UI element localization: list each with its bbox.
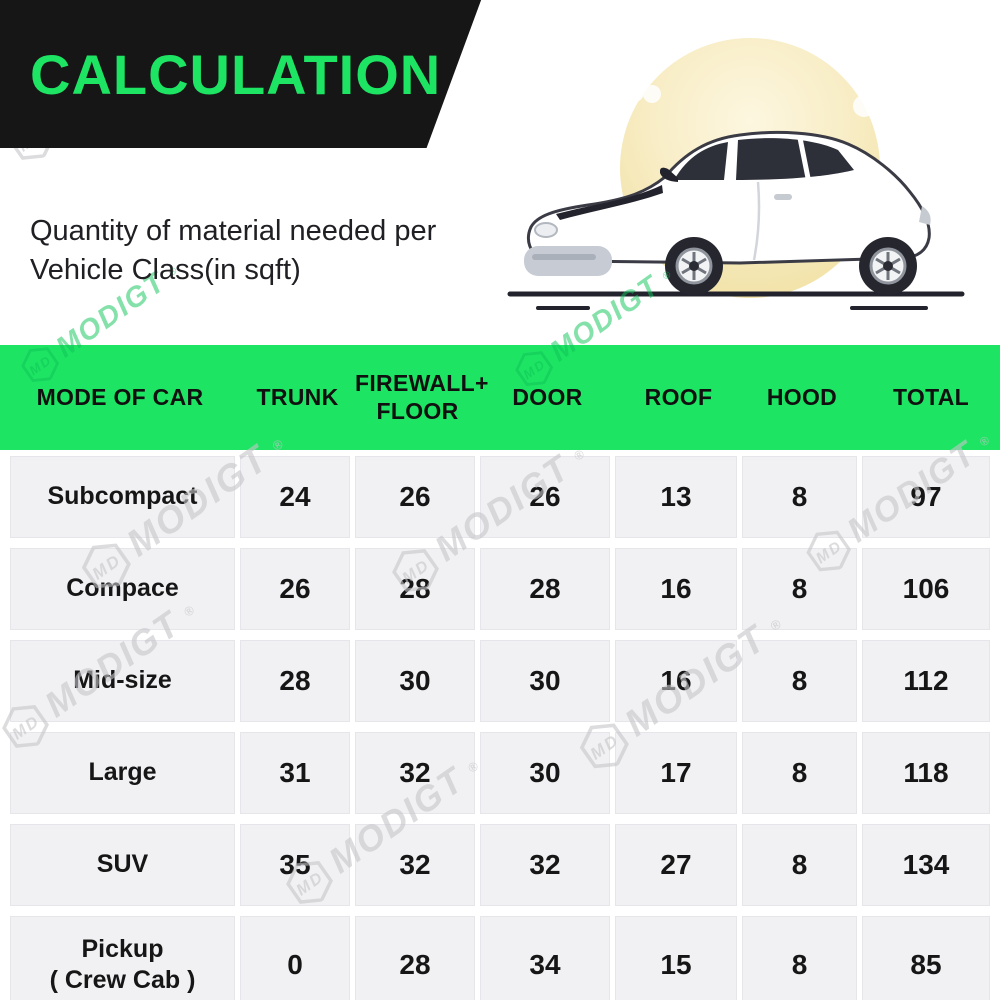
material-table: MODE OF CAR TRUNK FIREWALL+ FLOOR DOOR ROOF H… (0, 345, 1000, 1000)
table-row: Pickup ( Crew Cab ) 0 28 34 15 8 85 (10, 916, 990, 1000)
table-row: SUV 35 32 32 27 8 134 (10, 824, 990, 906)
value-cell: 0 (240, 916, 350, 1000)
page-title: CALCULATION (30, 42, 442, 106)
column-header: TOTAL (892, 383, 970, 410)
value-cell: 8 (742, 824, 857, 906)
value-cell: 28 (480, 548, 610, 630)
calculation-banner: CALCULATION (0, 0, 482, 148)
value-cell: 32 (355, 824, 475, 906)
value-cell: 97 (862, 456, 990, 538)
value-cell: 8 (742, 732, 857, 814)
value-cell: 16 (615, 640, 737, 722)
value-cell: 24 (240, 456, 350, 538)
mode-cell: Pickup ( Crew Cab ) (10, 916, 235, 1000)
cloud-icon (619, 77, 875, 117)
value-cell: 26 (480, 456, 610, 538)
table-row: Large 31 32 30 17 8 118 (10, 732, 990, 814)
table-row: Compace 26 28 28 16 8 106 (10, 548, 990, 630)
column-header: HOOD (766, 383, 838, 410)
mode-cell: Compace (10, 548, 235, 630)
value-cell: 26 (240, 548, 350, 630)
intro-line-2: Vehicle Class(in sqft) (30, 254, 301, 287)
value-cell: 30 (355, 640, 475, 722)
car-body (524, 130, 931, 276)
column-header: FIREWALL+ FLOOR (355, 369, 489, 424)
value-cell: 17 (615, 732, 737, 814)
value-cell: 34 (480, 916, 610, 1000)
rear-wheel-icon (859, 237, 917, 295)
value-cell: 134 (862, 824, 990, 906)
value-cell: 28 (240, 640, 350, 722)
column-header: MODE OF CAR (36, 383, 204, 410)
value-cell: 27 (615, 824, 737, 906)
mode-cell: Subcompact (10, 456, 235, 538)
mode-cell: SUV (10, 824, 235, 906)
value-cell: 8 (742, 640, 857, 722)
value-cell: 8 (742, 548, 857, 630)
value-cell: 118 (862, 732, 990, 814)
value-cell: 35 (240, 824, 350, 906)
table-body: Subcompact 24 26 26 13 8 97 Compace 26 28 28 16 8 106… (0, 450, 1000, 1000)
mode-cell: Mid-size (10, 640, 235, 722)
value-cell: 26 (355, 456, 475, 538)
value-cell: 106 (862, 548, 990, 630)
column-header: DOOR (512, 383, 583, 410)
mode-cell: Large (10, 732, 235, 814)
value-cell: 32 (480, 824, 610, 906)
value-cell: 28 (355, 548, 475, 630)
intro-text: Quantity of material needed per Vehicle C… (30, 212, 510, 290)
car-illustration (502, 30, 982, 330)
value-cell: 30 (480, 732, 610, 814)
value-cell: 13 (615, 456, 737, 538)
table-row: Subcompact 24 26 26 13 8 97 (10, 456, 990, 538)
value-cell: 112 (862, 640, 990, 722)
front-wheel-icon (665, 237, 723, 295)
table-row: Mid-size 28 30 30 16 8 112 (10, 640, 990, 722)
column-header: TRUNK (256, 383, 339, 410)
value-cell: 85 (862, 916, 990, 1000)
value-cell: 8 (742, 916, 857, 1000)
value-cell: 15 (615, 916, 737, 1000)
table-header-row: MODE OF CAR TRUNK FIREWALL+ FLOOR DOOR ROOF H… (0, 345, 1000, 450)
intro-line-1: Quantity of material needed per (30, 215, 437, 247)
car-icon (507, 38, 965, 310)
value-cell: 16 (615, 548, 737, 630)
value-cell: 30 (480, 640, 610, 722)
column-header: ROOF (644, 383, 713, 410)
value-cell: 28 (355, 916, 475, 1000)
value-cell: 8 (742, 456, 857, 538)
value-cell: 32 (355, 732, 475, 814)
value-cell: 31 (240, 732, 350, 814)
